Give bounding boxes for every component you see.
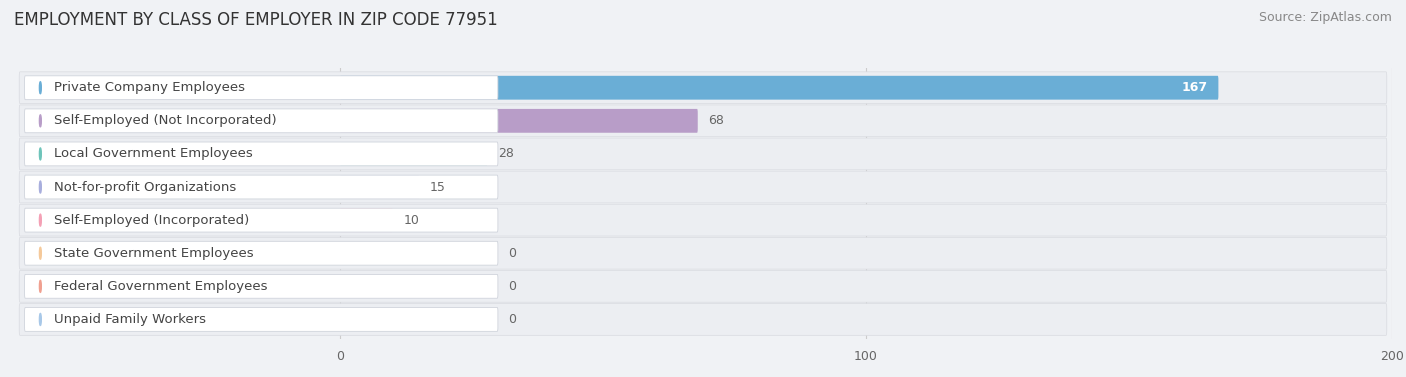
Text: 28: 28: [498, 147, 513, 161]
Circle shape: [39, 247, 41, 259]
Text: Unpaid Family Workers: Unpaid Family Workers: [53, 313, 205, 326]
FancyBboxPatch shape: [20, 72, 1386, 104]
FancyBboxPatch shape: [20, 171, 1386, 203]
Circle shape: [39, 115, 41, 127]
FancyBboxPatch shape: [20, 303, 1386, 335]
FancyBboxPatch shape: [24, 274, 498, 298]
Text: 167: 167: [1182, 81, 1208, 94]
Text: Private Company Employees: Private Company Employees: [53, 81, 245, 94]
Circle shape: [39, 214, 41, 226]
FancyBboxPatch shape: [20, 238, 1386, 269]
FancyBboxPatch shape: [20, 138, 1386, 170]
FancyBboxPatch shape: [24, 109, 498, 133]
FancyBboxPatch shape: [24, 241, 498, 265]
FancyBboxPatch shape: [340, 109, 697, 133]
FancyBboxPatch shape: [20, 270, 1386, 302]
Text: EMPLOYMENT BY CLASS OF EMPLOYER IN ZIP CODE 77951: EMPLOYMENT BY CLASS OF EMPLOYER IN ZIP C…: [14, 11, 498, 29]
FancyBboxPatch shape: [20, 105, 1386, 137]
Circle shape: [39, 314, 41, 325]
FancyBboxPatch shape: [20, 204, 1386, 236]
FancyBboxPatch shape: [24, 175, 498, 199]
Text: 0: 0: [509, 313, 516, 326]
Text: 15: 15: [429, 181, 446, 193]
Text: 0: 0: [509, 280, 516, 293]
FancyBboxPatch shape: [24, 76, 498, 100]
Text: 68: 68: [709, 114, 724, 127]
Text: State Government Employees: State Government Employees: [53, 247, 253, 260]
Circle shape: [39, 148, 41, 160]
FancyBboxPatch shape: [340, 76, 1219, 100]
Text: Not-for-profit Organizations: Not-for-profit Organizations: [53, 181, 236, 193]
FancyBboxPatch shape: [24, 308, 498, 331]
FancyBboxPatch shape: [340, 175, 419, 199]
Circle shape: [39, 181, 41, 193]
Text: Self-Employed (Incorporated): Self-Employed (Incorporated): [53, 214, 249, 227]
Text: 10: 10: [404, 214, 419, 227]
FancyBboxPatch shape: [340, 208, 392, 232]
Text: Self-Employed (Not Incorporated): Self-Employed (Not Incorporated): [53, 114, 276, 127]
FancyBboxPatch shape: [24, 142, 498, 166]
Text: Federal Government Employees: Federal Government Employees: [53, 280, 267, 293]
Circle shape: [39, 280, 41, 292]
Text: Local Government Employees: Local Government Employees: [53, 147, 252, 161]
FancyBboxPatch shape: [24, 208, 498, 232]
Circle shape: [39, 82, 41, 93]
FancyBboxPatch shape: [340, 142, 488, 166]
Text: 0: 0: [509, 247, 516, 260]
Text: Source: ZipAtlas.com: Source: ZipAtlas.com: [1258, 11, 1392, 24]
